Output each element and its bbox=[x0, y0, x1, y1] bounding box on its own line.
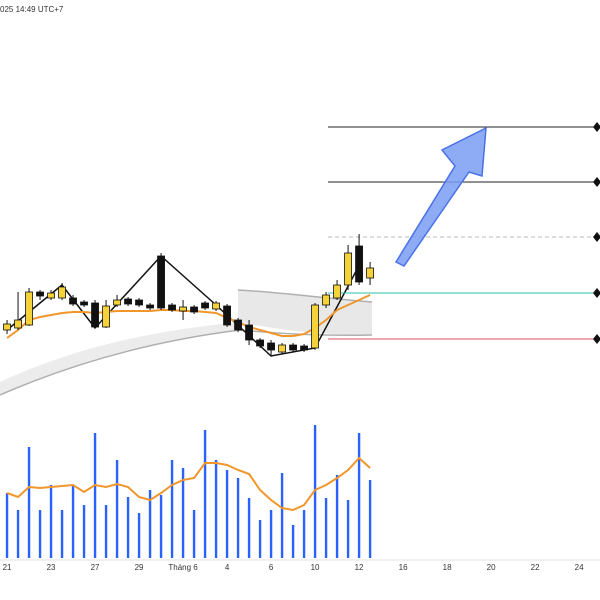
candle-body bbox=[245, 324, 253, 341]
volume-bar bbox=[357, 433, 361, 558]
x-tick-label: 12 bbox=[355, 563, 364, 572]
candle-body bbox=[355, 245, 363, 283]
x-tick-label: Tháng 6 bbox=[168, 563, 198, 572]
volume-bar bbox=[291, 525, 295, 558]
level-marker bbox=[593, 122, 600, 344]
envelope-edge bbox=[237, 289, 373, 303]
volume-bar bbox=[335, 475, 339, 558]
candle-body bbox=[102, 305, 110, 328]
candle-body bbox=[58, 286, 66, 299]
candle-body bbox=[322, 294, 330, 306]
x-tick-label: 21 bbox=[3, 563, 12, 572]
envelope-band bbox=[0, 322, 240, 395]
volume-bar bbox=[258, 520, 262, 558]
volume-bar bbox=[60, 510, 64, 558]
x-tick-label: 22 bbox=[531, 563, 540, 572]
candle-body bbox=[47, 292, 55, 299]
candle-body bbox=[69, 297, 77, 305]
candle-body bbox=[300, 345, 308, 351]
candle-body bbox=[223, 305, 231, 326]
volume-bar bbox=[137, 513, 141, 558]
candle-body bbox=[267, 342, 275, 351]
volume-bar bbox=[225, 470, 229, 558]
volume-bar bbox=[192, 510, 196, 558]
volume-bar bbox=[93, 433, 97, 558]
candle-body bbox=[80, 301, 88, 306]
volume-bar bbox=[269, 510, 273, 558]
x-tick-label: 4 bbox=[225, 563, 230, 572]
volume-bar bbox=[368, 480, 372, 558]
candle-body bbox=[366, 267, 374, 279]
candle-body bbox=[157, 255, 165, 309]
volume-bar bbox=[346, 500, 350, 558]
candle-body bbox=[201, 302, 209, 309]
volume-bar bbox=[126, 497, 130, 558]
candle-body bbox=[289, 344, 297, 351]
x-tick-label: 24 bbox=[575, 563, 584, 572]
candle-body bbox=[146, 304, 154, 309]
volume-bar bbox=[49, 485, 53, 558]
candle-body bbox=[311, 304, 319, 349]
chart-title: 025 14:49 UTC+7 bbox=[0, 5, 64, 14]
candle-body bbox=[190, 306, 198, 313]
volume-bar bbox=[38, 510, 42, 558]
candle-body bbox=[124, 298, 132, 305]
candle-body bbox=[278, 344, 286, 353]
volume-bar bbox=[16, 510, 20, 558]
x-tick-label: 16 bbox=[399, 563, 408, 572]
candle-body bbox=[135, 299, 143, 306]
candle-body bbox=[256, 339, 264, 347]
candle-body bbox=[333, 284, 341, 299]
x-tick-label: 20 bbox=[487, 563, 496, 572]
x-tick-label: 27 bbox=[91, 563, 100, 572]
volume-bar bbox=[324, 498, 328, 558]
candle-body bbox=[14, 319, 22, 329]
forecast-arrow bbox=[394, 126, 487, 267]
x-tick-label: 18 bbox=[443, 563, 452, 572]
candle-body bbox=[36, 291, 44, 297]
envelope-band bbox=[238, 290, 372, 335]
x-tick-label: 29 bbox=[135, 563, 144, 572]
volume-bar bbox=[115, 460, 119, 558]
volume-bar bbox=[148, 490, 152, 558]
volume-bar bbox=[27, 447, 31, 558]
volume-bar bbox=[214, 460, 218, 558]
volume-bar bbox=[82, 505, 86, 558]
volume-bar bbox=[104, 505, 108, 558]
x-tick-label: 10 bbox=[311, 563, 320, 572]
candle-body bbox=[179, 306, 187, 312]
volume-average bbox=[6, 456, 371, 512]
envelope-edge bbox=[0, 329, 373, 396]
volume-bar bbox=[5, 493, 9, 558]
candle-body bbox=[234, 319, 242, 331]
volume-bar bbox=[203, 430, 207, 558]
candle-body bbox=[3, 323, 11, 331]
candle-body bbox=[168, 304, 176, 311]
volume-bar bbox=[302, 510, 306, 558]
volume-bar bbox=[280, 473, 284, 558]
volume-bar bbox=[181, 468, 185, 558]
volume-bar bbox=[247, 498, 251, 558]
candle-body bbox=[344, 252, 352, 286]
candle-body bbox=[91, 302, 99, 328]
volume-bar bbox=[71, 485, 75, 558]
volume-bar bbox=[170, 460, 174, 558]
candle-body bbox=[25, 291, 33, 326]
x-tick-label: 6 bbox=[269, 563, 274, 572]
x-tick-label: 23 bbox=[47, 563, 56, 572]
volume-bar bbox=[236, 478, 240, 558]
candle-body bbox=[113, 299, 121, 306]
moving-average bbox=[6, 294, 371, 339]
volume-bar bbox=[159, 495, 163, 558]
candle-body bbox=[212, 302, 220, 310]
